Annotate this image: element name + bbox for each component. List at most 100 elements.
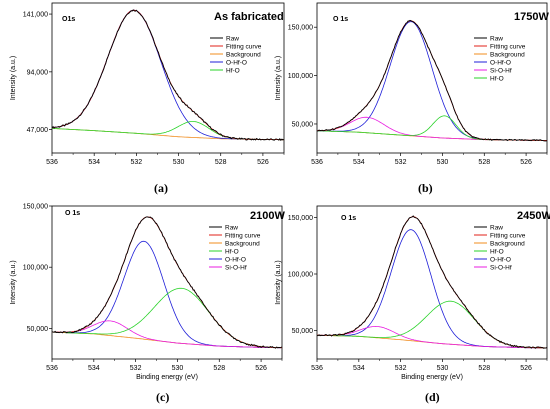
legend-label: Hf-O (225, 248, 239, 255)
legend-label: Background (490, 240, 525, 247)
y-tick-label: 50,000 (292, 328, 314, 335)
y-axis-label: Intensity (a.u.) (275, 260, 282, 304)
series-o-hf-o (51, 9, 284, 141)
x-tick-label: 528 (215, 159, 227, 166)
peak-label: O 1s (333, 16, 348, 23)
series-background (52, 331, 282, 349)
legend-label: Hf-O (490, 75, 504, 82)
chart-title: 2450W (517, 210, 550, 222)
legend-label: Si-O-Hf (490, 67, 512, 74)
legend-label: Fitting curve (490, 232, 526, 239)
x-tick-label: 530 (437, 159, 449, 166)
series-si-o-hf (51, 320, 282, 349)
y-tick-label: 94,000 (27, 69, 49, 76)
peak-label: O1s (62, 16, 75, 23)
x-axis-label: Binding energy (eV) (401, 374, 463, 381)
legend-label: Raw (490, 224, 503, 231)
y-tick-label: 100,000 (23, 265, 48, 272)
legend-label: Fitting curve (225, 232, 261, 239)
legend-label: Fitting curve (226, 43, 262, 50)
series-hf-o (51, 121, 284, 141)
x-tick-label: 534 (353, 365, 365, 372)
x-tick-label: 532 (131, 159, 143, 166)
x-tick-label: 530 (173, 159, 185, 166)
x-tick-label: 534 (353, 159, 365, 166)
series-si-o-hf (317, 325, 547, 349)
y-tick-label: 100,000 (288, 73, 313, 80)
y-tick-label: 47,000 (27, 127, 49, 134)
y-tick-label: 141,000 (23, 12, 48, 19)
x-tick-label: 526 (520, 365, 532, 372)
legend-label: Fitting curve (490, 43, 526, 50)
x-tick-label: 536 (46, 159, 58, 166)
legend-label: Raw (490, 35, 503, 42)
legend-label: Background (226, 51, 261, 58)
y-tick-label: 50,000 (27, 326, 49, 333)
panel-label: (d) (425, 390, 440, 404)
y-axis-label: Intensity (a.u.) (10, 56, 17, 100)
x-tick-label: 530 (172, 365, 184, 372)
y-tick-label: 50,000 (292, 121, 314, 128)
chart-title: 2100W (250, 210, 285, 222)
legend-label: Hf-O (226, 67, 240, 74)
series-raw (51, 216, 283, 349)
series-si-o-hf (317, 116, 547, 141)
legend-label: Si-O-Hf (225, 264, 247, 271)
x-tick-label: 526 (520, 159, 532, 166)
x-tick-label: 530 (437, 365, 449, 372)
series-raw (51, 9, 285, 142)
legend-label: O-Hf-O (225, 256, 246, 263)
legend-label: O-Hf-O (226, 59, 247, 66)
x-tick-label: 528 (478, 159, 490, 166)
x-tick-label: 536 (311, 159, 323, 166)
peak-label: O 1s (341, 215, 356, 222)
panel-label: (a) (154, 181, 168, 195)
x-tick-label: 526 (255, 365, 267, 372)
legend-label: Raw (225, 224, 238, 231)
panel-label: (b) (418, 181, 433, 195)
panel-label: (c) (156, 390, 169, 404)
series-fitting-curve (317, 20, 547, 141)
chart-panel-d: 536 534 532 530 528 526 50,000 100,000 150,000 In… (275, 205, 550, 404)
y-tick-label: 150,000 (288, 215, 313, 222)
y-tick-label: 150,000 (23, 204, 48, 211)
y-axis-label: Intensity (a.u.) (10, 260, 17, 304)
series-hf-o (317, 300, 547, 349)
chart-title: 1750W (514, 11, 549, 23)
legend-label: O-Hf-O (490, 256, 511, 263)
plot-frame (51, 2, 285, 154)
x-axis-label: Binding energy (eV) (136, 374, 198, 381)
legend-label: Si-O-Hf (490, 264, 512, 271)
legend-label: Raw (226, 35, 239, 42)
chart-panel-a: 536 534 532 530 528 526 47,000 94,000 141,000 Int… (10, 2, 285, 195)
x-tick-label: 534 (88, 365, 100, 372)
x-tick-label: 536 (46, 365, 58, 372)
plot-frame (51, 205, 283, 360)
series-hf-o (52, 287, 282, 349)
x-tick-label: 528 (478, 365, 490, 372)
chart-title: As fabricated (214, 11, 284, 23)
legend-label: Background (490, 51, 525, 58)
y-tick-label: 100,000 (288, 272, 313, 279)
x-tick-label: 532 (395, 365, 407, 372)
legend-label: Background (225, 240, 260, 247)
series-raw (316, 215, 548, 349)
series-raw (316, 19, 548, 142)
x-tick-label: 536 (311, 365, 323, 372)
chart-panel-c: 536 534 532 530 528 526 50,000 100,000 150,000 In… (10, 204, 285, 405)
peak-label: O 1s (65, 210, 80, 217)
series-fitting-curve (51, 9, 284, 141)
series-o-hf-o (316, 21, 547, 141)
x-tick-label: 528 (213, 365, 225, 372)
plot-frame (316, 205, 548, 360)
plot-frame (316, 2, 548, 154)
x-tick-label: 532 (130, 365, 142, 372)
chart-panel-b: 536 534 532 530 528 526 50,000 100,000 150,000 In… (275, 2, 549, 195)
y-axis-label: Intensity (a.u.) (275, 56, 282, 100)
x-tick-label: 534 (88, 159, 100, 166)
y-tick-label: 150,000 (288, 25, 313, 32)
x-tick-label: 526 (257, 159, 269, 166)
legend-label: Hf-O (490, 248, 504, 255)
legend-label: O-Hf-O (490, 59, 511, 66)
